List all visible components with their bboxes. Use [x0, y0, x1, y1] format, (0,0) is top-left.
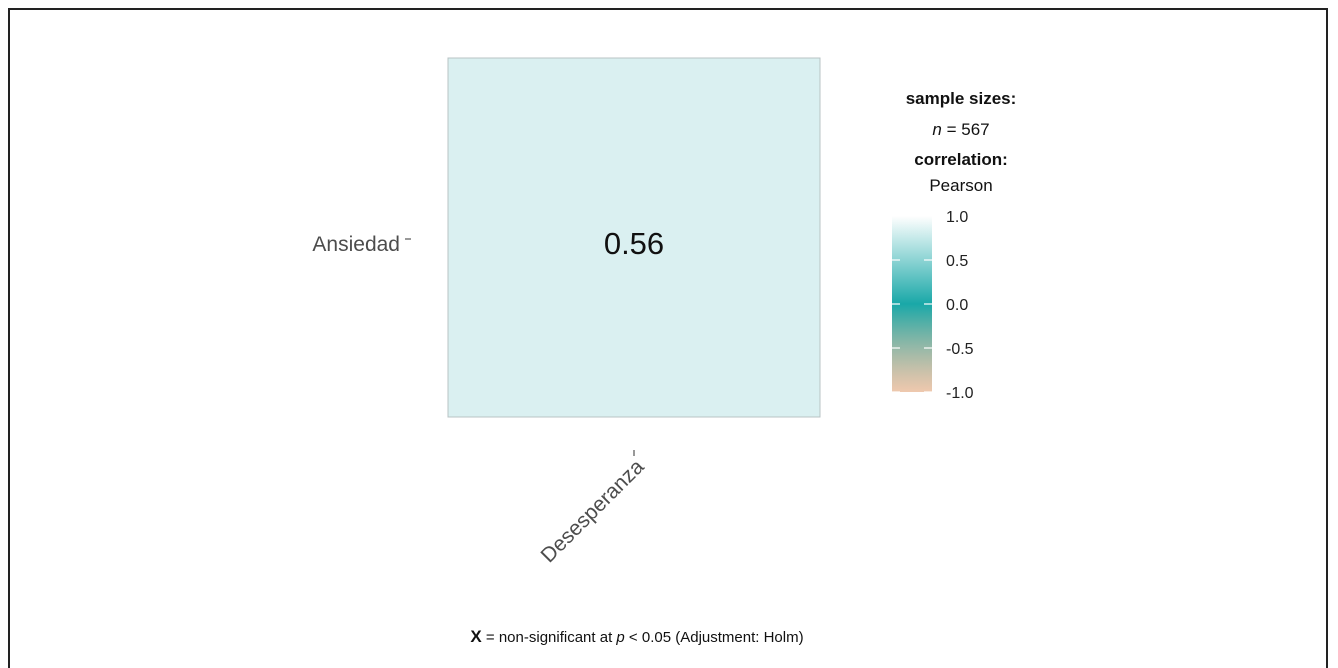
legend-sample-sizes-title: sample sizes: [906, 89, 1017, 108]
cell-value-label: 0.56 [604, 226, 664, 261]
legend-tick-label: -1.0 [946, 385, 974, 402]
legend-tick-label: -0.5 [946, 341, 974, 358]
caption-note: X = non-significant at p < 0.05 (Adjustm… [470, 627, 803, 646]
legend-tick-label: 0.5 [946, 253, 968, 270]
legend-tick-label: 0.0 [946, 297, 968, 314]
heatmap-cell-ansiedad-desesperanza [447, 57, 821, 418]
y-tick-label-ansiedad: Ansiedad [312, 233, 400, 256]
legend-tick-label: 1.0 [946, 209, 968, 226]
x-tick-label-desesperanza: Desesperanza [537, 455, 649, 567]
legend-correlation-title: correlation: [914, 150, 1008, 169]
legend-ticks: 1.0 0.5 0.0 -0.5 -1.0 [892, 209, 974, 402]
legend-correlation-method: Pearson [929, 176, 992, 195]
legend-sample-size-value: n = 567 [932, 120, 989, 139]
